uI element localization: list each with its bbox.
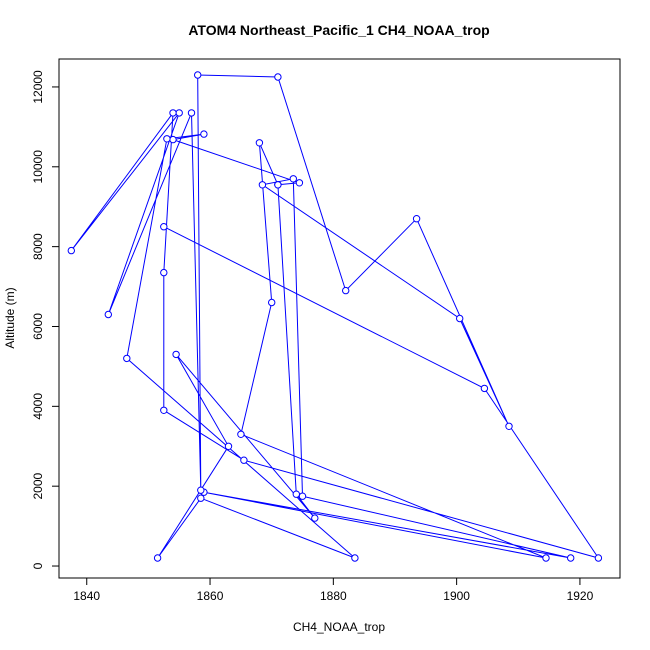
y-tick-label: 0 [31, 562, 45, 569]
data-point [200, 130, 208, 138]
data-point [311, 514, 319, 522]
data-point [123, 354, 131, 363]
data-point [163, 135, 171, 143]
data-point [567, 554, 575, 562]
data-point [153, 554, 162, 562]
x-axis: 1840 1860 1880 1900 1920 [73, 577, 594, 603]
data-point [542, 554, 550, 562]
data-point [160, 223, 168, 231]
x-tick-label: 1900 [443, 589, 470, 603]
data-point [274, 181, 282, 189]
data-point [172, 350, 180, 359]
data-point [197, 486, 205, 494]
y-tick-label: 6000 [31, 313, 45, 340]
data-point [268, 298, 276, 307]
y-tick-label: 8000 [31, 233, 45, 260]
data-point [160, 268, 168, 277]
plot-frame [58, 58, 621, 579]
x-tick-label: 1880 [320, 589, 347, 603]
data-point [456, 314, 464, 323]
data-point [237, 430, 245, 438]
points-layer [67, 71, 603, 562]
x-tick-label: 1840 [73, 589, 100, 603]
data-point [160, 406, 168, 414]
data-point [289, 175, 297, 183]
data-point [104, 310, 113, 319]
data-point [274, 73, 282, 81]
data-point [197, 494, 205, 502]
data-point [594, 554, 603, 562]
chart-title: ATOM4 Northeast_Pacific_1 CH4_NOAA_trop [188, 22, 489, 38]
data-point [240, 456, 248, 464]
x-axis-label: CH4_NOAA_trop [293, 620, 385, 634]
y-axis-label: Altitude (m) [3, 287, 17, 348]
series-line [70, 74, 600, 559]
x-tick-label: 1920 [567, 589, 594, 603]
data-point [258, 181, 267, 189]
data-point [194, 71, 202, 79]
data-point [342, 286, 350, 295]
data-point [169, 109, 177, 117]
y-tick-label: 12000 [31, 70, 45, 104]
y-axis: 0 2000 4000 6000 8000 10000 12000 [31, 70, 60, 569]
data-point [175, 109, 183, 117]
data-point [255, 139, 264, 147]
data-point [298, 492, 307, 500]
series-layer [70, 74, 600, 559]
y-tick-label: 10000 [31, 150, 45, 184]
y-tick-label: 4000 [31, 393, 45, 420]
data-point [505, 422, 513, 430]
data-point [67, 246, 76, 255]
data-point [480, 384, 489, 393]
data-point [169, 135, 177, 144]
data-point [224, 442, 233, 450]
data-point [292, 490, 300, 498]
data-point [351, 554, 359, 562]
data-point [187, 109, 196, 117]
y-tick-label: 2000 [31, 473, 45, 500]
data-point [295, 179, 304, 187]
data-point [412, 215, 421, 223]
x-tick-label: 1860 [197, 589, 224, 603]
